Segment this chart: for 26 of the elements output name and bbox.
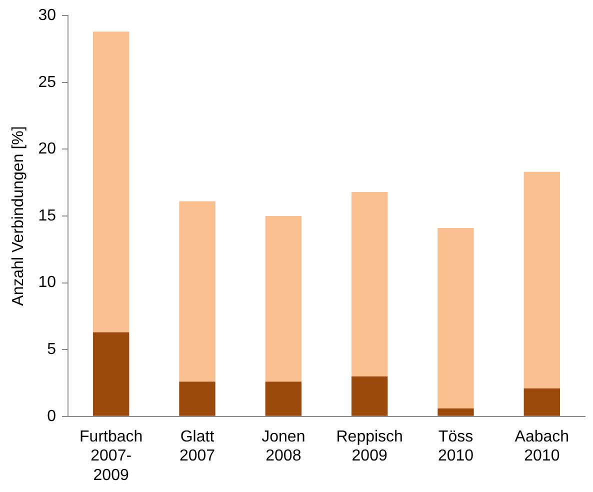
x-tick-label: Töss 2010 xyxy=(438,428,474,465)
bar xyxy=(179,201,216,382)
x-tick-label: Glatt 2007 xyxy=(179,428,216,465)
bar xyxy=(351,376,388,416)
bar xyxy=(92,332,130,416)
y-axis-title: Anzahl Verbindungen [%] xyxy=(10,126,28,306)
bar xyxy=(351,192,388,376)
y-tick-label: 0 xyxy=(47,408,56,425)
x-tick-label: Aabach 2010 xyxy=(514,428,570,465)
bar xyxy=(265,216,302,382)
bar xyxy=(524,388,560,416)
x-tick-label: Jonen 2008 xyxy=(262,428,306,465)
bar xyxy=(438,228,474,408)
bar xyxy=(92,32,130,332)
bar xyxy=(438,408,474,416)
x-tick-label: Furtbach 2007- 2009 xyxy=(80,428,143,484)
y-tick-label: 10 xyxy=(38,274,56,292)
bar xyxy=(524,172,560,388)
bar xyxy=(265,382,302,416)
bar xyxy=(179,382,216,416)
y-tick-label: 15 xyxy=(38,207,56,224)
x-tick-label: Reppisch 2009 xyxy=(336,428,403,465)
y-tick-label: 5 xyxy=(47,341,56,358)
y-tick-label: 30 xyxy=(38,7,56,24)
y-tick-label: 20 xyxy=(38,140,56,158)
y-tick-label: 25 xyxy=(38,74,56,91)
